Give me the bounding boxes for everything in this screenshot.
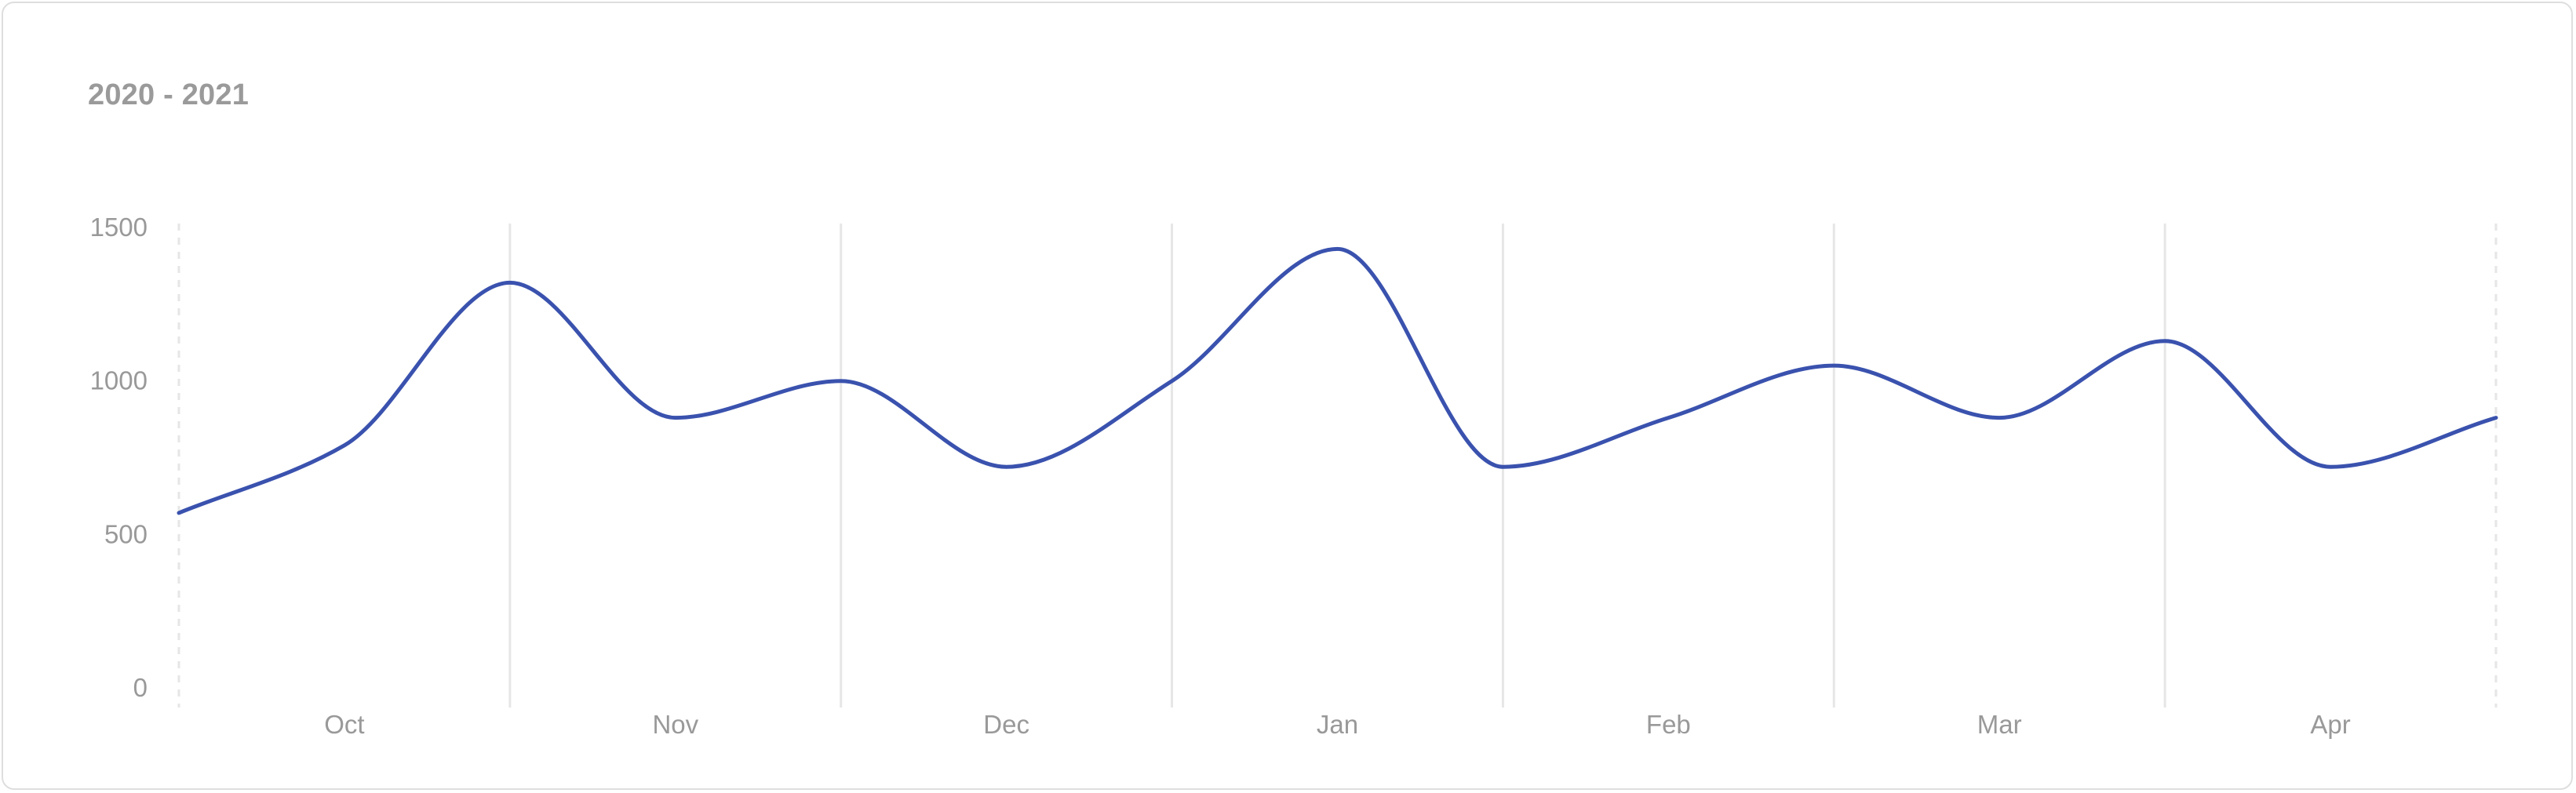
- x-tick-label: Feb: [1646, 710, 1691, 739]
- x-tick-label: Oct: [324, 710, 364, 739]
- chart-title: 2020 - 2021: [88, 78, 250, 111]
- series-line: [177, 246, 2498, 515]
- x-tick-label: Mar: [1977, 710, 2022, 739]
- grid-lines: [177, 224, 2498, 708]
- y-axis-ticks: 0 500 1000 1500: [90, 213, 148, 702]
- x-tick-label: Nov: [652, 710, 698, 739]
- y-tick-label: 1000: [90, 366, 148, 395]
- x-axis-ticks: Oct Nov Dec Jan Feb Mar Apr: [324, 710, 2350, 739]
- x-tick-label: Dec: [983, 710, 1029, 739]
- x-tick-label: Jan: [1317, 710, 1358, 739]
- series-layer: [177, 246, 2498, 515]
- y-tick-label: 500: [104, 519, 148, 548]
- x-tick-label: Apr: [2310, 710, 2350, 739]
- y-tick-label: 1500: [90, 213, 148, 242]
- y-tick-label: 0: [133, 673, 148, 702]
